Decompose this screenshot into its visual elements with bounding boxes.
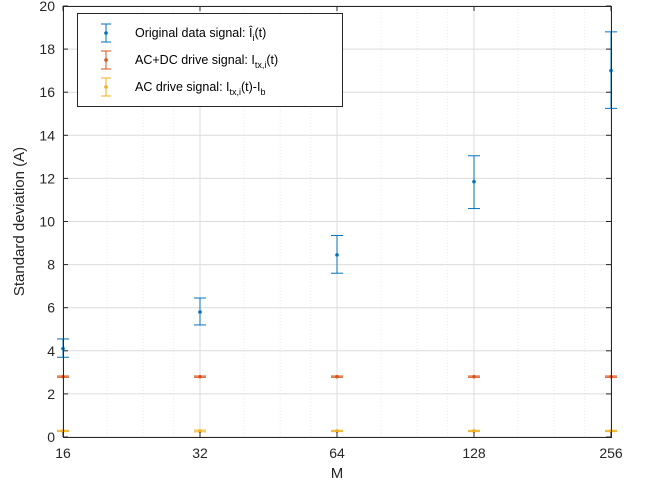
legend-label-part: Î [248,25,253,40]
legend-marker [104,31,108,35]
y-axis-label: Standard deviation (A) [11,147,28,296]
legend-marker [104,58,108,62]
x-tick-label: 256 [599,445,623,461]
legend-label: AC drive signal: Itx,i(t)-Ib [135,80,265,97]
legend-label-part: AC drive signal: I [135,80,229,94]
legend-box [77,13,343,107]
legend-item-3: AC drive signal: Itx,i(t)-Ib [101,77,265,97]
legend-label-part: AC+DC drive signal: I [135,53,255,67]
legend: Original data signal: Îi(t)AC+DC drive s… [77,13,343,107]
x-axis-label: M [331,465,344,482]
data-point [472,429,476,433]
data-point [198,429,202,433]
data-point [335,374,339,379]
ticks: 16 32 64 128 256 0 2 4 6 8 10 12 14 16 18 20 [39,0,622,461]
legend-label-part: (t) [254,26,266,40]
legend-label-part: Original data signal: [135,26,249,40]
legend-label-part: b [260,87,265,97]
data-point [472,374,476,379]
y-tick-label: 14 [39,127,55,143]
data-point [472,179,476,184]
legend-label-part: (t)-I [241,80,260,94]
y-tick-label: 12 [39,170,55,186]
data-point [198,310,202,314]
legend-label-part: tx,i [255,60,267,70]
x-tick-label: 16 [55,445,71,461]
data-point [335,429,339,433]
legend-label-part: (t) [266,53,278,67]
data-point [198,374,202,379]
x-tick-label: 128 [462,445,486,461]
data-point [335,253,339,257]
legend-label-part: tx,i [229,87,241,97]
legend-label-part: i [252,33,254,43]
y-tick-label: 8 [47,257,55,273]
y-tick-label: 10 [39,214,55,230]
legend-item-1: Original data signal: Îi(t) [101,23,266,43]
legend-label: Original data signal: Îi(t) [135,25,266,43]
legend-marker [104,85,108,89]
y-tick-label: 0 [47,429,55,445]
y-tick-label: 2 [47,386,55,402]
y-tick-label: 16 [39,84,55,100]
y-tick-label: 20 [39,0,55,14]
y-tick-label: 4 [47,343,55,359]
legend-item-2: AC+DC drive signal: Itx,i(t) [101,50,278,70]
y-tick-label: 6 [47,300,55,316]
x-tick-label: 32 [192,445,208,461]
y-tick-label: 18 [39,41,55,57]
legend-label: AC+DC drive signal: Itx,i(t) [135,53,278,70]
x-tick-label: 64 [329,445,345,461]
